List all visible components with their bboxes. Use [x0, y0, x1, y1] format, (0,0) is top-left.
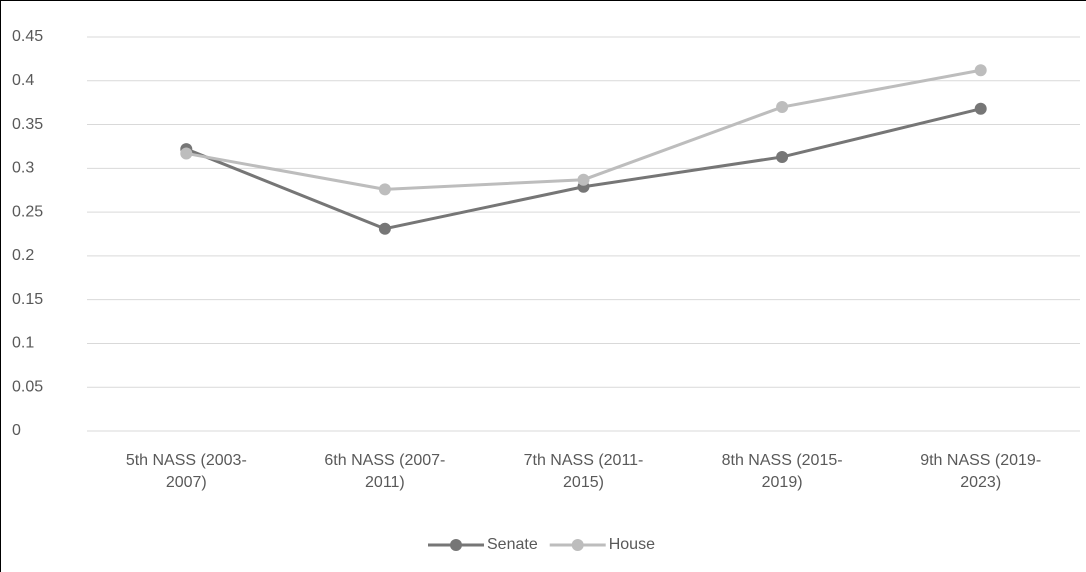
data-point: [378, 183, 391, 196]
data-point: [577, 173, 590, 186]
y-tick-label: 0.15: [12, 291, 43, 308]
data-point: [776, 150, 789, 163]
data-point: [776, 101, 789, 114]
data-point: [974, 102, 987, 115]
x-tick-label: 7th NASS (2011-2015): [523, 452, 644, 491]
x-tick-label: 5th NASS (2003-2007): [125, 452, 247, 491]
y-tick-label: 0.25: [12, 203, 43, 220]
y-tick-label: 0.45: [12, 28, 43, 45]
legend-marker: [450, 539, 462, 551]
legend-label: House: [609, 536, 655, 553]
x-tick-label: 6th NASS (2007-2011): [324, 452, 446, 491]
y-tick-label: 0.1: [12, 335, 34, 352]
data-point: [180, 147, 193, 160]
y-tick-label: 0.05: [12, 378, 43, 395]
x-tick-label: 9th NASS (2019-2023): [920, 452, 1042, 491]
legend-marker: [571, 539, 584, 551]
y-tick-label: 0.35: [12, 116, 43, 133]
data-point: [378, 222, 391, 235]
y-tick-label: 0.4: [12, 72, 34, 89]
y-tick-label: 0.3: [12, 160, 34, 177]
x-tick-label: 8th NASS (2015-2019): [721, 452, 843, 491]
legend-label: Senate: [487, 536, 538, 553]
y-tick-label: 0.2: [12, 247, 34, 264]
y-tick-label: 0: [12, 422, 21, 439]
data-point: [974, 64, 987, 77]
